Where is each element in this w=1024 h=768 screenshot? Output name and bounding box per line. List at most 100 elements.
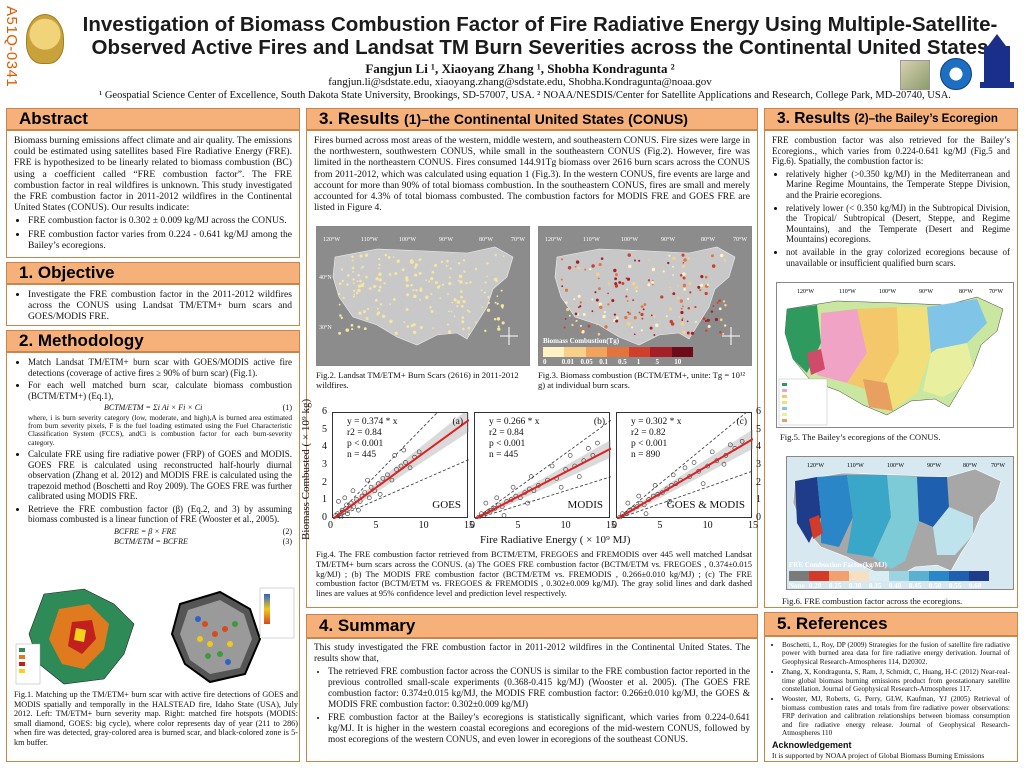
scatter-point xyxy=(403,460,408,465)
fig3-biomass-dot xyxy=(591,264,595,268)
fig2-burn-scar-dot xyxy=(357,274,360,277)
scatter-point xyxy=(558,484,564,490)
fig3-biomass-dot xyxy=(566,307,570,312)
scatter-series-name: GOES & MODIS xyxy=(666,499,745,511)
fig2-burn-scar-dot xyxy=(374,298,378,302)
fig3-biomass-dot xyxy=(694,320,697,323)
fig5-lon-100: 100°W xyxy=(879,288,896,295)
fig2-burn-scar-dot xyxy=(351,255,354,259)
methodology-heading: 2. Methodology xyxy=(6,330,300,352)
fig3-biomass-dot xyxy=(647,283,651,287)
fig6-legend-ticks-label: 0.35 xyxy=(869,582,882,590)
scatter-point xyxy=(365,477,370,483)
fig2-burn-scar-dot xyxy=(350,323,354,327)
fig3-biomass-dot xyxy=(624,315,628,320)
prediction-line xyxy=(616,406,754,520)
scatter-point xyxy=(483,500,489,506)
y-tick-label-right: 6 xyxy=(756,406,761,417)
fig5-lon-110: 110°W xyxy=(839,288,856,295)
fig3-biomass-dot xyxy=(614,284,619,288)
fig3-legend-ticks-label: 0 xyxy=(543,358,547,366)
fig2-burn-scar-dot xyxy=(448,310,450,313)
fig3-legend-ticks-label: 0.1 xyxy=(599,358,608,366)
prediction-line xyxy=(474,476,612,520)
fig2-burn-scar-dot xyxy=(378,272,382,276)
fig3-biomass-dot xyxy=(560,278,563,281)
fig2-burn-scar-dot xyxy=(352,278,355,281)
summary-bullet-2: FRE combustion factor at the Bailey’s ec… xyxy=(328,713,750,746)
fig3-biomass-dot xyxy=(568,266,571,269)
fig3-biomass-dot xyxy=(651,283,654,286)
regression-line xyxy=(474,447,612,520)
fig2-burn-scar-dot xyxy=(419,289,423,292)
fig3-biomass-dot xyxy=(615,273,619,277)
fig3-biomass-dot xyxy=(667,261,670,265)
scatter-stat-r2: r2 = 0.82 xyxy=(631,428,666,438)
y-tick-label: 0 xyxy=(322,512,327,523)
fig3-biomass-dot xyxy=(616,316,619,319)
fig2-burn-scar-dot xyxy=(501,321,505,325)
poster-header: Investigation of Biomass Combustion Fact… xyxy=(20,4,1024,104)
scatter-point xyxy=(350,488,356,494)
fig3-biomass-dot xyxy=(574,265,577,268)
fig4-scatter-panel-3: y = 0.302 * x r2 = 0.82 p < 0.001 n = 890 (c… xyxy=(616,406,754,521)
fig3-biomass-dot xyxy=(672,274,675,276)
x-tick-label: 5 xyxy=(657,520,663,531)
equation-3: BCTM/ETM = BCFRE (3) xyxy=(114,537,292,547)
x-tick-label: 15 xyxy=(606,520,616,531)
fig3-biomass-dot xyxy=(682,330,686,335)
fig2-burn-scar-dot xyxy=(460,295,463,299)
scatter-point xyxy=(345,511,350,516)
fig3-biomass-dot xyxy=(689,291,692,294)
x-tick-label: 15 xyxy=(464,520,474,531)
fig2-lon-70: 70°W xyxy=(511,236,525,243)
fig2-burn-scar-dot xyxy=(425,295,429,299)
y-tick-label: 6 xyxy=(322,406,327,417)
fig2-burn-scar-dot xyxy=(446,259,449,263)
fig2-burn-scar-dot xyxy=(377,311,381,315)
fig3-biomass-dot xyxy=(640,305,644,308)
objective-heading: 1. Objective xyxy=(6,262,300,284)
sdsu-logo-icon xyxy=(980,34,1014,90)
scatter-point xyxy=(670,472,676,478)
fig2-burn-scar-dot xyxy=(405,308,409,311)
fig3-biomass-dot xyxy=(579,301,582,304)
fig3-biomass-dot xyxy=(676,296,680,299)
x-tick-label: 0 xyxy=(328,520,333,531)
fig3-biomass-dot xyxy=(682,283,687,288)
regression-line xyxy=(332,419,470,520)
fig3-lon-70: 70°W xyxy=(733,236,747,243)
fig3-biomass-dot xyxy=(653,315,656,318)
fig2-burn-scar-dot xyxy=(414,273,418,277)
fig3-biomass-dot xyxy=(632,299,635,302)
fig2-burn-scar-dot xyxy=(468,310,471,313)
fig6-legend-ticks-label: 0.40 xyxy=(889,582,902,590)
fig2-burn-scar-dot xyxy=(446,323,449,326)
fig3-legend-ticks-label: 0.5 xyxy=(618,358,627,366)
fig2-burn-scar-dot xyxy=(486,308,491,312)
summary-bullet-1: The retrieved FRE combustion factor acro… xyxy=(328,667,750,711)
fig3-biomass-dot xyxy=(672,256,676,260)
fig4-ylabel: Biomass Combusted ( × 10⁹ kg) xyxy=(300,398,312,540)
fig3-biomass-dot xyxy=(621,282,625,285)
fig2-burn-scar-dot xyxy=(352,289,356,292)
fig3-biomass-dot xyxy=(682,272,686,276)
fig3-biomass-dot xyxy=(631,326,634,329)
fig3-biomass-dot xyxy=(686,297,690,301)
fig6-legend-ticks-label: 0.50 xyxy=(929,582,942,590)
fig6-lon-110: 110°W xyxy=(847,462,864,469)
logo-left-icon xyxy=(26,14,64,64)
results2-text: FRE combustion factor was also retrieved… xyxy=(772,135,1010,167)
fig2-burn-scar-dot xyxy=(378,267,380,270)
fig3-biomass-dot xyxy=(640,329,643,332)
fig6-legend-title: FRE Combustion Factor(kg/MJ) xyxy=(789,561,887,569)
fig2-burn-scar-dot xyxy=(447,330,452,334)
fig6-legend-ticks-label: 0.30 xyxy=(849,582,862,590)
fig2-burn-scar-dot xyxy=(425,279,427,282)
fig3-biomass-dot xyxy=(607,282,611,285)
fig4-caption: Fig.4. The FRE combustion factor retriev… xyxy=(316,549,752,599)
fig6-combustion-factor-map: 120°W 110°W 100°W 90°W 80°W 70°W FRE Com… xyxy=(786,456,1014,590)
scatter-point xyxy=(392,453,397,458)
fig3-biomass-dot xyxy=(563,326,566,329)
fig2-burn-scar-dot xyxy=(438,284,441,287)
